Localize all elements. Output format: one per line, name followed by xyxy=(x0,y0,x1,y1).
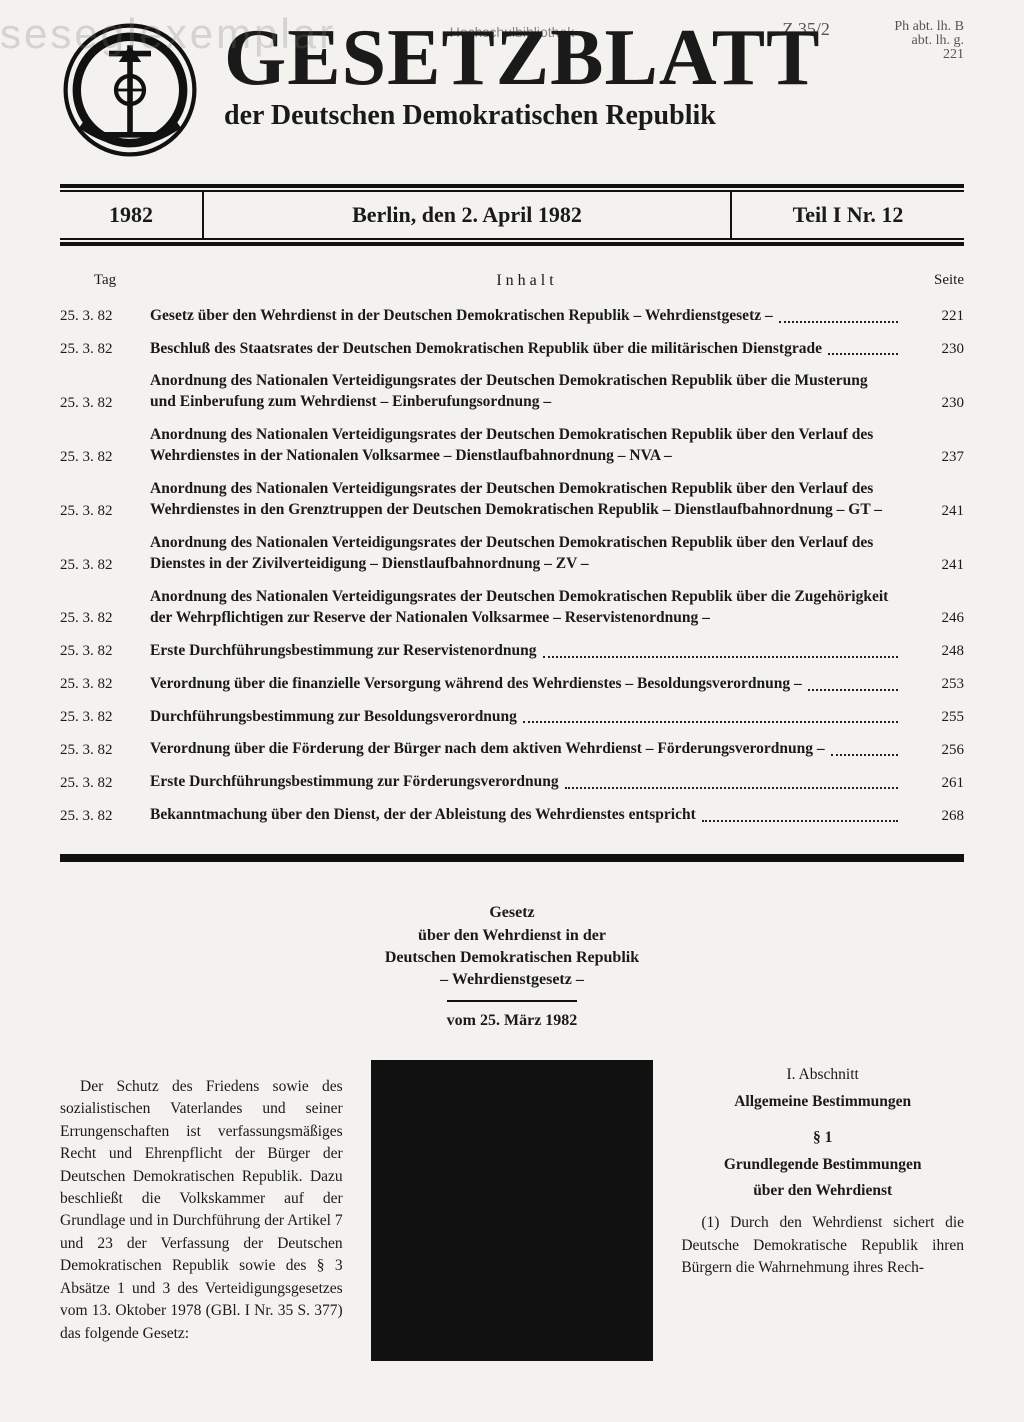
toc-page: 248 xyxy=(904,641,964,661)
preamble-paragraph: Der Schutz des Friedens sowie des sozial… xyxy=(60,1076,343,1346)
toc-title: Anordnung des Nationalen Verteidigungsra… xyxy=(150,425,904,467)
toc-row: 25. 3. 82Bekanntmachung über den Dienst,… xyxy=(60,805,964,826)
toc-page: 261 xyxy=(904,773,964,793)
toc-date: 25. 3. 82 xyxy=(60,707,150,727)
toc-title: Anordnung des Nationalen Verteidigungsra… xyxy=(150,371,904,413)
table-of-contents: Tag Inhalt Seite 25. 3. 82Gesetz über de… xyxy=(60,270,964,826)
toc-page: 246 xyxy=(904,608,964,628)
toc-date: 25. 3. 82 xyxy=(60,806,150,826)
toc-page: 241 xyxy=(904,501,964,521)
issue-part-number: Teil I Nr. 12 xyxy=(732,192,964,238)
publication-subtitle: der Deutschen Demokratischen Republik xyxy=(224,100,964,132)
toc-row: 25. 3. 82Anordnung des Nationalen Vertei… xyxy=(60,533,964,575)
toc-row: 25. 3. 82Beschluß des Staatsrates der De… xyxy=(60,339,964,360)
toc-heading-day: Tag xyxy=(60,270,150,292)
toc-page: 221 xyxy=(904,306,964,326)
toc-title: Erste Durchführungsbestimmung zur Förder… xyxy=(150,772,904,793)
law-line3: Deutschen Demokratischen Republik xyxy=(60,947,964,969)
issue-info-row: 1982 Berlin, den 2. April 1982 Teil I Nr… xyxy=(60,190,964,240)
paragraph-number: § 1 xyxy=(681,1127,964,1149)
section-title: Allgemeine Bestimmungen xyxy=(681,1091,964,1113)
law-line2: über den Wehrdienst in der xyxy=(60,925,964,947)
toc-date: 25. 3. 82 xyxy=(60,773,150,793)
left-column: Der Schutz des Friedens sowie des sozial… xyxy=(60,1060,343,1361)
toc-date: 25. 3. 82 xyxy=(60,393,150,413)
toc-title: Verordnung über die Förderung der Bürger… xyxy=(150,739,904,760)
toc-date: 25. 3. 82 xyxy=(60,555,150,575)
law-line5: vom 25. März 1982 xyxy=(60,1010,964,1032)
toc-date: 25. 3. 82 xyxy=(60,740,150,760)
toc-row: 25. 3. 82Erste Durchführungsbestimmung z… xyxy=(60,641,964,662)
paragraph-title-1: Grundlegende Bestimmungen xyxy=(681,1154,964,1176)
column-separator xyxy=(371,1060,654,1361)
toc-row: 25. 3. 82Anordnung des Nationalen Vertei… xyxy=(60,587,964,629)
law-heading-block: Gesetz über den Wehrdienst in der Deutsc… xyxy=(60,902,964,1032)
toc-date: 25. 3. 82 xyxy=(60,306,150,326)
toc-page: 230 xyxy=(904,339,964,359)
right-paragraph: (1) Durch den Wehrdienst sichert die Deu… xyxy=(681,1212,964,1279)
toc-title: Bekanntmachung über den Dienst, der der … xyxy=(150,805,904,826)
divider xyxy=(60,242,964,246)
right-column: I. Abschnitt Allgemeine Bestimmungen § 1… xyxy=(681,1060,964,1361)
divider-heavy xyxy=(60,854,964,862)
toc-page: 237 xyxy=(904,447,964,467)
watermark-text: seseglexemplar xyxy=(0,10,336,58)
toc-heading-page: Seite xyxy=(904,270,964,292)
toc-heading-title: Inhalt xyxy=(150,270,904,292)
toc-title: Durchführungsbestimmung zur Besoldungsve… xyxy=(150,707,904,728)
toc-page: 256 xyxy=(904,740,964,760)
toc-row: 25. 3. 82Gesetz über den Wehrdienst in d… xyxy=(60,306,964,327)
toc-row: 25. 3. 82Anordnung des Nationalen Vertei… xyxy=(60,371,964,413)
short-divider xyxy=(447,1000,577,1002)
issue-year: 1982 xyxy=(60,192,204,238)
toc-row: 25. 3. 82Erste Durchführungsbestimmung z… xyxy=(60,772,964,793)
law-line4: – Wehrdienstgesetz – xyxy=(60,969,964,991)
toc-row: 25. 3. 82Anordnung des Nationalen Vertei… xyxy=(60,479,964,521)
toc-title: Gesetz über den Wehrdienst in der Deutsc… xyxy=(150,306,904,327)
toc-title: Beschluß des Staatsrates der Deutschen D… xyxy=(150,339,904,360)
toc-date: 25. 3. 82 xyxy=(60,447,150,467)
toc-date: 25. 3. 82 xyxy=(60,641,150,661)
law-line1: Gesetz xyxy=(60,902,964,924)
toc-date: 25. 3. 82 xyxy=(60,501,150,521)
toc-page: 230 xyxy=(904,393,964,413)
toc-page: 268 xyxy=(904,806,964,826)
toc-title: Anordnung des Nationalen Verteidigungsra… xyxy=(150,533,904,575)
toc-date: 25. 3. 82 xyxy=(60,339,150,359)
toc-page: 255 xyxy=(904,707,964,727)
toc-title: Anordnung des Nationalen Verteidigungsra… xyxy=(150,587,904,629)
toc-row: 25. 3. 82Durchführungsbestimmung zur Bes… xyxy=(60,707,964,728)
section-number: I. Abschnitt xyxy=(681,1064,964,1086)
toc-row: 25. 3. 82Verordnung über die finanzielle… xyxy=(60,674,964,695)
toc-title: Erste Durchführungsbestimmung zur Reserv… xyxy=(150,641,904,662)
toc-page: 253 xyxy=(904,674,964,694)
toc-page: 241 xyxy=(904,555,964,575)
divider xyxy=(60,184,964,188)
toc-title: Verordnung über die finanzielle Versorgu… xyxy=(150,674,904,695)
issue-place-date: Berlin, den 2. April 1982 xyxy=(204,192,732,238)
toc-row: 25. 3. 82Anordnung des Nationalen Vertei… xyxy=(60,425,964,467)
toc-date: 25. 3. 82 xyxy=(60,608,150,628)
paragraph-title-2: über den Wehrdienst xyxy=(681,1180,964,1202)
two-column-body: Der Schutz des Friedens sowie des sozial… xyxy=(60,1060,964,1361)
toc-title: Anordnung des Nationalen Verteidigungsra… xyxy=(150,479,904,521)
toc-row: 25. 3. 82Verordnung über die Förderung d… xyxy=(60,739,964,760)
toc-date: 25. 3. 82 xyxy=(60,674,150,694)
